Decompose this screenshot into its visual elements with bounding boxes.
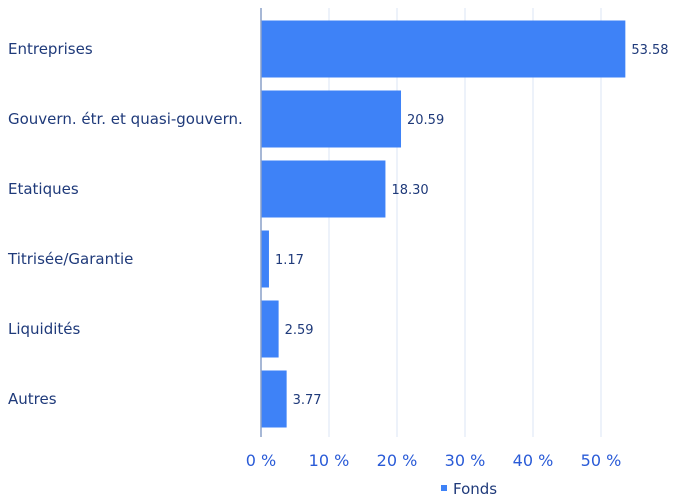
category-label: Etatiques — [8, 180, 79, 198]
x-tick-labels: 0 % 10 % 20 % 30 % 40 % 50 % — [246, 451, 622, 470]
data-label: 3.77 — [293, 393, 322, 408]
legend-label-fonds: Fonds — [453, 480, 497, 498]
bar — [261, 160, 386, 218]
data-label: 2.59 — [285, 323, 314, 338]
category-labels: Entreprises Gouvern. étr. et quasi-gouver… — [7, 40, 243, 408]
x-tick-label: 50 % — [581, 451, 622, 470]
legend-swatch-fonds — [441, 485, 447, 491]
category-label: Autres — [8, 390, 57, 408]
x-tick-label: 10 % — [309, 451, 350, 470]
category-label: Liquidités — [8, 320, 81, 338]
bar — [261, 370, 287, 428]
legend: Fonds — [441, 480, 497, 498]
value-labels: 53.58 20.59 18.30 1.17 2.59 3.77 — [275, 43, 669, 408]
bar — [261, 300, 279, 358]
x-tick-label: 40 % — [513, 451, 554, 470]
data-label: 1.17 — [275, 253, 304, 268]
data-label: 20.59 — [407, 113, 444, 128]
data-label: 53.58 — [631, 43, 668, 58]
category-label: Gouvern. étr. et quasi-gouvern. — [8, 110, 243, 128]
x-tick-label: 20 % — [377, 451, 418, 470]
bars — [261, 20, 626, 428]
category-label: Titrisée/Garantie — [7, 250, 133, 268]
category-label: Entreprises — [8, 40, 93, 58]
bar — [261, 20, 626, 78]
grid-lines — [328, 8, 602, 437]
x-tick-label: 30 % — [445, 451, 486, 470]
bar — [261, 230, 269, 288]
bar — [261, 90, 402, 148]
x-tick-label: 0 % — [246, 451, 276, 470]
data-label: 18.30 — [391, 183, 428, 198]
